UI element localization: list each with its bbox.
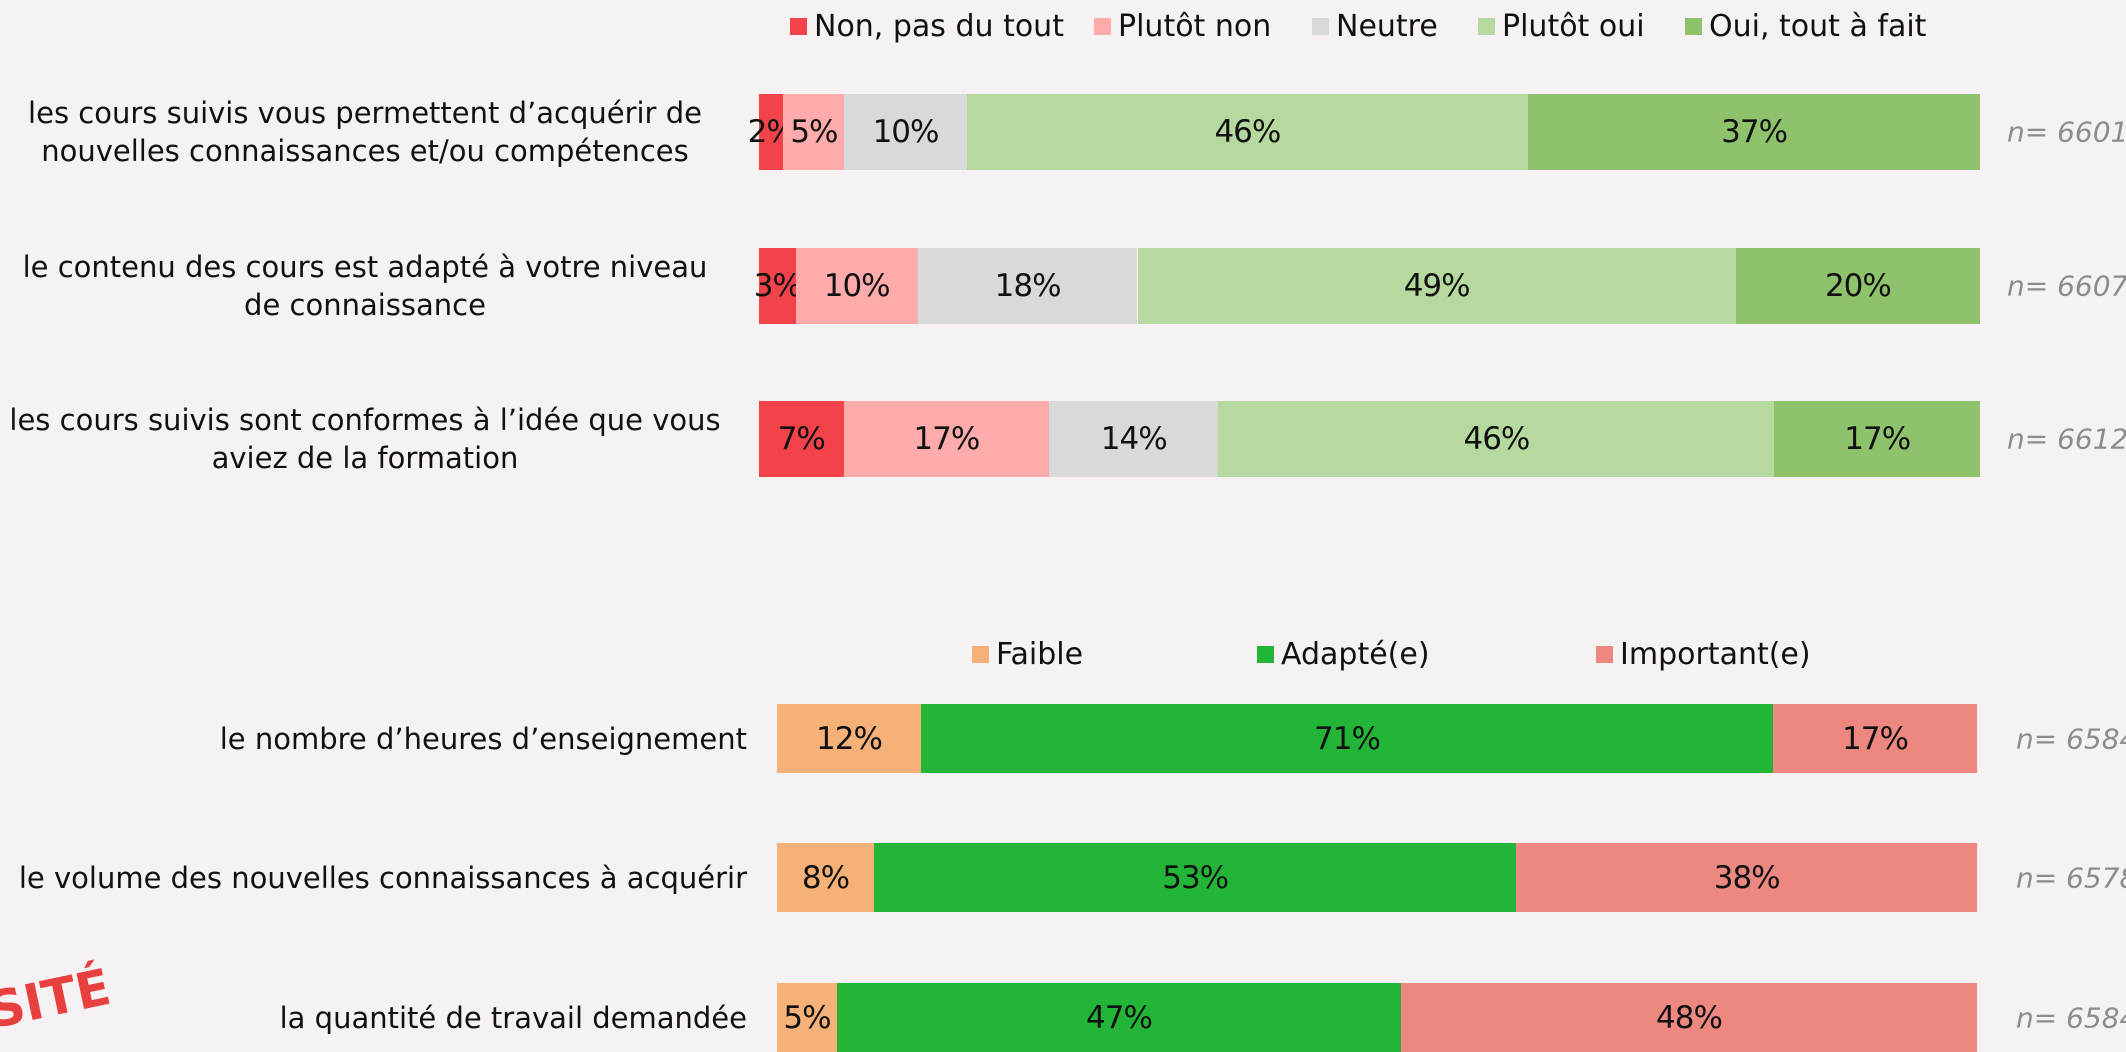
legend-item: Plutôt non bbox=[1094, 6, 1271, 46]
legend-swatch bbox=[972, 645, 989, 663]
data-label: 46% bbox=[1214, 114, 1281, 150]
legend-swatch bbox=[1478, 17, 1495, 35]
sample-size: n= 6584 bbox=[2016, 722, 2126, 755]
data-label: 17% bbox=[1844, 421, 1911, 457]
data-label: 8% bbox=[801, 859, 850, 896]
legend-swatch bbox=[1257, 645, 1274, 663]
data-label: 46% bbox=[1463, 421, 1530, 457]
bar-segment: 14% bbox=[1049, 401, 1219, 477]
data-label: 18% bbox=[994, 268, 1062, 304]
data-label: 12% bbox=[816, 720, 883, 757]
data-label: 71% bbox=[1314, 720, 1381, 757]
sample-size: n= 6612 bbox=[2007, 422, 2126, 456]
legend-swatch bbox=[1685, 17, 1702, 35]
bar-segment: 38% bbox=[1516, 843, 1977, 912]
bar-segment: 3% bbox=[754, 248, 802, 324]
bar-segment: 10% bbox=[795, 248, 918, 324]
bar-segment: 47% bbox=[837, 983, 1401, 1052]
bar-segment: 2% bbox=[748, 94, 796, 170]
bar-segment: 5% bbox=[783, 94, 845, 170]
data-label: 20% bbox=[1824, 268, 1892, 304]
sample-size: n= 6578 bbox=[2016, 861, 2126, 894]
legend-item: Plutôt oui bbox=[1478, 6, 1645, 46]
bar-segment: 53% bbox=[873, 843, 1517, 912]
sample-size: n= 6584 bbox=[2016, 1001, 2126, 1034]
legend-item: Adapté(e) bbox=[1257, 634, 1430, 674]
legend-swatch bbox=[790, 17, 807, 35]
bar-segment: 8% bbox=[777, 843, 874, 912]
data-label: 10% bbox=[823, 268, 891, 304]
data-label: 14% bbox=[1100, 421, 1168, 457]
category-label: le nombre d’heures d’enseignement bbox=[219, 721, 747, 756]
legend-label: Plutôt oui bbox=[1502, 8, 1645, 44]
legend-label: Oui, tout à fait bbox=[1709, 8, 1927, 44]
data-label: 37% bbox=[1721, 114, 1788, 150]
legend-label: Non, pas du tout bbox=[814, 8, 1064, 44]
legend-item: Non, pas du tout bbox=[790, 6, 1064, 46]
legend-label: Plutôt non bbox=[1118, 8, 1272, 44]
category-label: le volume des nouvelles connaissances à … bbox=[18, 860, 747, 895]
data-label: 10% bbox=[872, 114, 940, 150]
bar-segment: 46% bbox=[1218, 401, 1775, 477]
bar-segment: 12% bbox=[777, 704, 921, 773]
legend-label: Faible bbox=[996, 636, 1084, 672]
bar-segment: 7% bbox=[759, 401, 844, 477]
data-label: 49% bbox=[1403, 268, 1471, 304]
legend-swatch bbox=[1094, 17, 1111, 35]
bar-segment: 5% bbox=[777, 983, 837, 1052]
legend-item: Oui, tout à fait bbox=[1685, 6, 1926, 46]
data-label: 48% bbox=[1656, 999, 1723, 1036]
data-label: 47% bbox=[1086, 999, 1153, 1036]
data-label: 7% bbox=[777, 421, 826, 457]
legend-label: Adapté(e) bbox=[1281, 636, 1430, 672]
bar-segment: 17% bbox=[1774, 401, 1980, 477]
bar-segment: 17% bbox=[1773, 704, 1977, 773]
legend-item: Important(e) bbox=[1596, 634, 1811, 674]
category-label: le contenu des cours est adapté à votre … bbox=[22, 250, 708, 322]
category-label: la quantité de travail demandée bbox=[279, 1000, 747, 1035]
sample-size: n= 6601 bbox=[2007, 115, 2126, 149]
bar-segment: 37% bbox=[1528, 94, 1980, 170]
bar-segment: 48% bbox=[1401, 983, 1977, 1052]
bar-segment: 49% bbox=[1137, 248, 1736, 324]
legend-item: Faible bbox=[972, 634, 1083, 674]
bar-segment: 46% bbox=[966, 94, 1529, 170]
legend-item: Neutre bbox=[1312, 6, 1438, 46]
data-label: 17% bbox=[913, 421, 980, 457]
bar-segment: 71% bbox=[921, 704, 1773, 773]
legend-label: Important(e) bbox=[1620, 636, 1811, 672]
bar-segment: 18% bbox=[917, 248, 1138, 324]
bar-segment: 20% bbox=[1735, 248, 1980, 324]
logo: SITÉ bbox=[0, 957, 116, 1041]
bar-segment: 17% bbox=[843, 401, 1050, 477]
legend-label: Neutre bbox=[1336, 8, 1438, 44]
sample-size: n= 6607 bbox=[2007, 269, 2126, 303]
bar-segment: 10% bbox=[844, 94, 967, 170]
category-label: les cours suivis sont conformes à l’idée… bbox=[9, 403, 721, 475]
data-label: 17% bbox=[1842, 720, 1909, 757]
legend-swatch bbox=[1312, 17, 1329, 35]
data-label: 3% bbox=[753, 268, 802, 304]
data-label: 5% bbox=[783, 999, 831, 1036]
legend-swatch bbox=[1596, 645, 1613, 663]
data-label: 5% bbox=[790, 114, 838, 150]
data-label: 53% bbox=[1162, 859, 1229, 896]
category-label: les cours suivis vous permettent d’acqué… bbox=[28, 96, 702, 168]
data-label: 38% bbox=[1713, 859, 1781, 896]
